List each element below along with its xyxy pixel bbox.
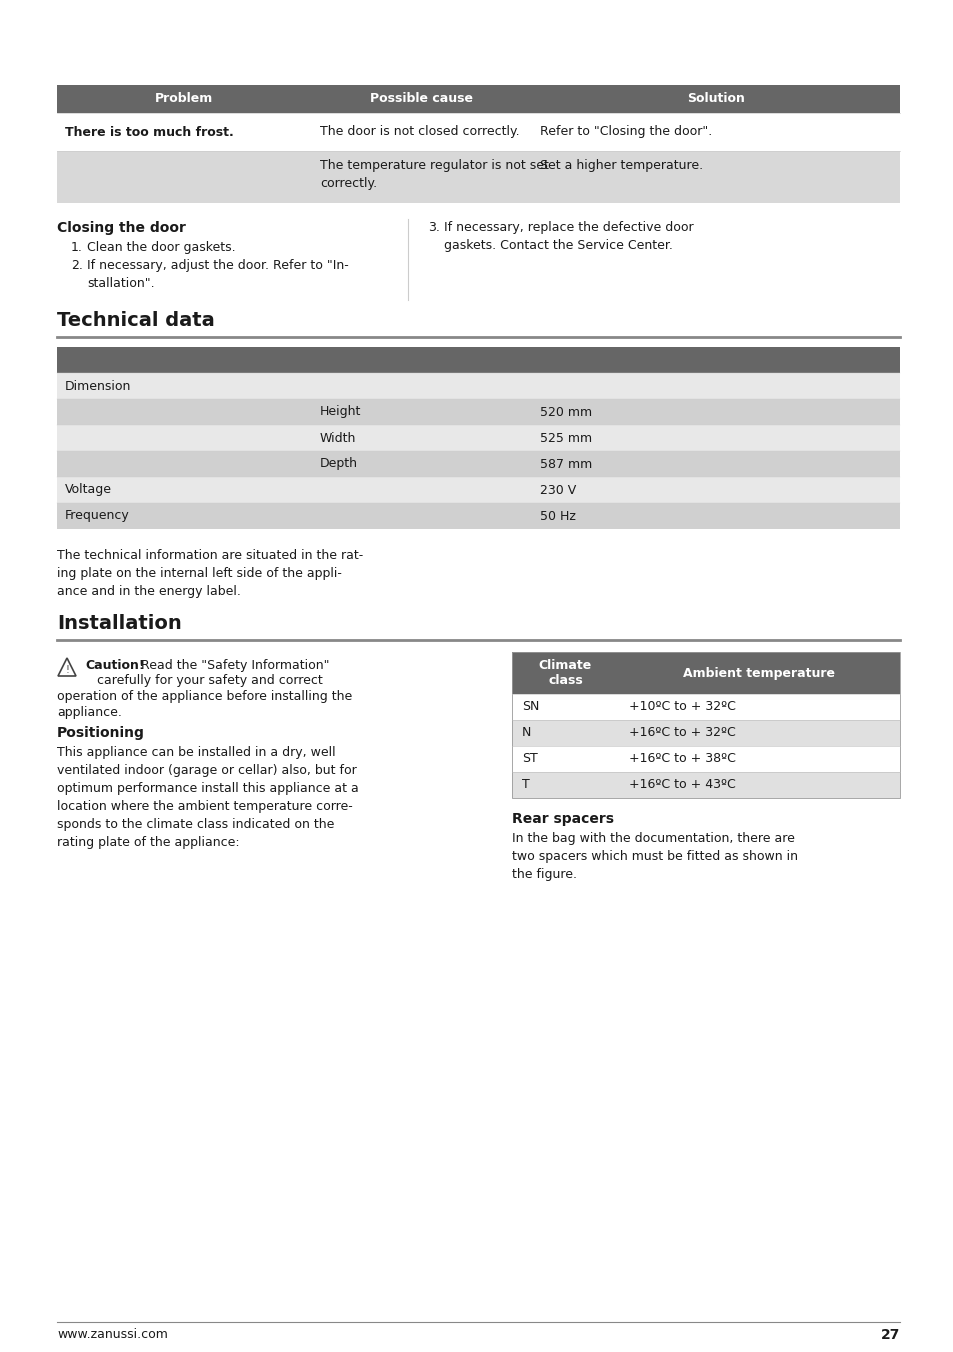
Text: 525 mm: 525 mm (539, 431, 592, 445)
Text: N: N (521, 726, 531, 740)
Bar (312, 399, 532, 425)
Bar (532, 452, 899, 477)
Text: +10ºC to + 32ºC: +10ºC to + 32ºC (628, 700, 735, 714)
Text: If necessary, replace the defective door
gaskets. Contact the Service Center.: If necessary, replace the defective door… (443, 220, 693, 251)
Text: Width: Width (319, 431, 356, 445)
Bar (57, 503, 312, 529)
Text: Depth: Depth (319, 457, 357, 470)
Text: 3.: 3. (428, 220, 439, 234)
Text: +16ºC to + 32ºC: +16ºC to + 32ºC (628, 726, 735, 740)
Text: appliance.: appliance. (57, 706, 122, 719)
Bar (57, 114, 312, 151)
Text: Read the "Safety Information": Read the "Safety Information" (137, 658, 329, 672)
Bar (512, 772, 618, 798)
Text: T: T (521, 779, 529, 791)
Text: In the bag with the documentation, there are
two spacers which must be fitted as: In the bag with the documentation, there… (512, 831, 797, 882)
Bar (312, 114, 532, 151)
Text: Problem: Problem (155, 92, 213, 105)
Bar (512, 652, 618, 694)
Bar (532, 347, 899, 373)
Bar (312, 347, 532, 373)
Bar (57, 425, 312, 452)
Bar (312, 425, 532, 452)
Text: 1.: 1. (71, 241, 83, 254)
Text: www.zanussi.com: www.zanussi.com (57, 1328, 168, 1341)
Bar (532, 85, 899, 114)
Text: Climate
class: Climate class (538, 658, 592, 687)
Bar (512, 652, 899, 798)
Text: Set a higher temperature.: Set a higher temperature. (539, 160, 702, 172)
Text: +16ºC to + 38ºC: +16ºC to + 38ºC (628, 753, 735, 765)
Text: The technical information are situated in the rat-
ing plate on the internal lef: The technical information are situated i… (57, 549, 363, 598)
Bar (57, 85, 312, 114)
Text: 520 mm: 520 mm (539, 406, 592, 419)
Text: Possible cause: Possible cause (370, 92, 473, 105)
Text: Height: Height (319, 406, 361, 419)
Bar (532, 399, 899, 425)
Text: Solution: Solution (686, 92, 744, 105)
Text: 2.: 2. (71, 260, 83, 272)
Bar (532, 151, 899, 203)
Bar (312, 85, 532, 114)
Text: Rear spacers: Rear spacers (512, 813, 614, 826)
Text: The temperature regulator is not set
correctly.: The temperature regulator is not set cor… (319, 160, 548, 191)
Text: The door is not closed correctly.: The door is not closed correctly. (319, 126, 519, 138)
Bar (532, 114, 899, 151)
Text: carefully for your safety and correct: carefully for your safety and correct (97, 675, 322, 687)
Text: Installation: Installation (57, 614, 182, 633)
Text: Caution!: Caution! (85, 658, 145, 672)
Bar (618, 772, 899, 798)
Bar (618, 694, 899, 721)
Bar (312, 503, 532, 529)
Bar (618, 746, 899, 772)
Text: Ambient temperature: Ambient temperature (682, 667, 835, 680)
Text: Dimension: Dimension (65, 380, 132, 392)
Text: 50 Hz: 50 Hz (539, 510, 576, 522)
Text: SN: SN (521, 700, 538, 714)
Text: !: ! (65, 665, 69, 675)
Bar (512, 721, 618, 746)
Text: If necessary, adjust the door. Refer to "In-
stallation".: If necessary, adjust the door. Refer to … (87, 260, 349, 289)
Text: ST: ST (521, 753, 537, 765)
Bar (57, 452, 312, 477)
Bar (57, 399, 312, 425)
Bar (618, 721, 899, 746)
Bar (618, 652, 899, 694)
Bar (57, 347, 312, 373)
Text: +16ºC to + 43ºC: +16ºC to + 43ºC (628, 779, 735, 791)
Bar (312, 452, 532, 477)
Text: This appliance can be installed in a dry, well
ventilated indoor (garage or cell: This appliance can be installed in a dry… (57, 746, 358, 849)
Text: Refer to "Closing the door".: Refer to "Closing the door". (539, 126, 712, 138)
Bar (312, 477, 532, 503)
Bar (312, 151, 532, 203)
Text: Positioning: Positioning (57, 726, 145, 740)
Text: operation of the appliance before installing the: operation of the appliance before instal… (57, 690, 352, 703)
Text: 230 V: 230 V (539, 484, 576, 496)
Text: Voltage: Voltage (65, 484, 112, 496)
Bar (532, 425, 899, 452)
Text: 27: 27 (880, 1328, 899, 1343)
Text: Technical data: Technical data (57, 311, 214, 330)
Bar (512, 694, 618, 721)
Text: There is too much frost.: There is too much frost. (65, 126, 233, 138)
Text: Clean the door gaskets.: Clean the door gaskets. (87, 241, 235, 254)
Bar (512, 746, 618, 772)
Text: Closing the door: Closing the door (57, 220, 186, 235)
Bar (57, 477, 312, 503)
Bar (57, 373, 312, 399)
Bar (532, 373, 899, 399)
Bar (312, 373, 532, 399)
Bar (532, 477, 899, 503)
Text: 587 mm: 587 mm (539, 457, 592, 470)
Text: Frequency: Frequency (65, 510, 130, 522)
Bar (57, 151, 312, 203)
Bar (532, 503, 899, 529)
